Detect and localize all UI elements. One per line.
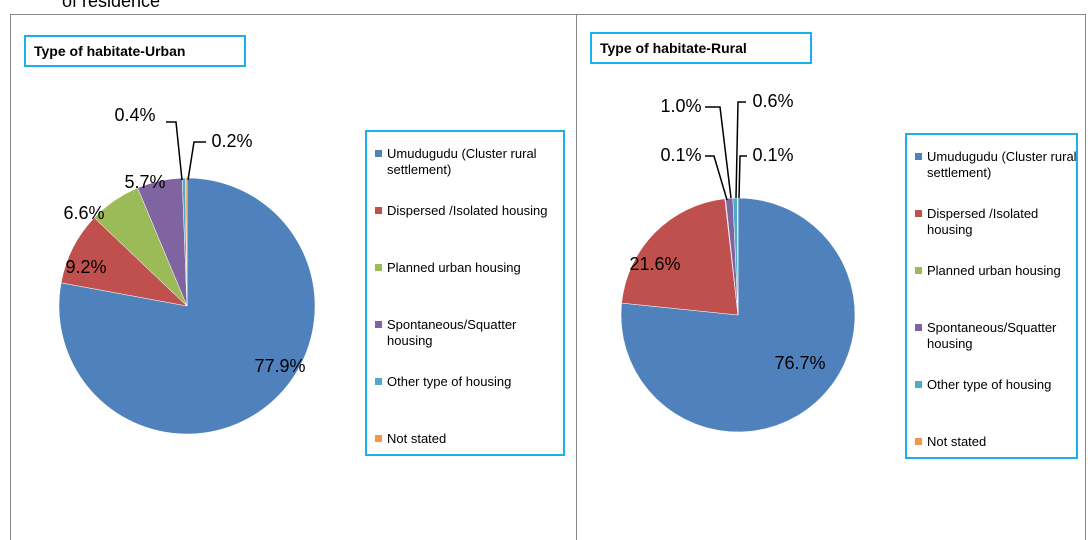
- data-label: 0.6%: [752, 91, 793, 111]
- leader-line: [705, 155, 728, 201]
- legend-swatch: [375, 264, 382, 271]
- legend-label: Dispersed /Isolated housing: [387, 203, 548, 218]
- pie-slice: [620, 197, 856, 433]
- leader-line: [166, 121, 183, 181]
- legend-label: Other type of housing: [927, 377, 1052, 392]
- data-label: 9.2%: [65, 257, 106, 277]
- data-label: 0.2%: [211, 131, 252, 151]
- legend-label: Umudugudu (Cluster rural settlement): [927, 149, 1077, 180]
- legend-item: Umudugudu (Cluster rural settlement): [375, 146, 565, 178]
- data-label: 5.7%: [124, 172, 165, 192]
- chart-title: Type of habitate-Urban: [24, 35, 246, 67]
- legend-label: Planned urban housing: [387, 260, 521, 275]
- data-label: 1.0%: [660, 96, 701, 116]
- legend-swatch: [915, 210, 922, 217]
- legend-item: Not stated: [915, 434, 1077, 450]
- legend-item: Not stated: [375, 431, 565, 447]
- legend-item: Other type of housing: [915, 377, 1077, 393]
- data-label: 0.4%: [114, 105, 155, 125]
- pie-slice: [621, 198, 739, 316]
- legend-item: Other type of housing: [375, 374, 565, 390]
- legend-item: Dispersed /Isolated housing: [375, 203, 565, 219]
- legend-label: Dispersed /Isolated housing: [927, 206, 1039, 237]
- legend: Umudugudu (Cluster rural settlement) Disp…: [905, 133, 1078, 459]
- legend-swatch: [375, 150, 382, 157]
- data-label: 77.9%: [254, 356, 305, 376]
- legend-swatch: [915, 324, 922, 331]
- legend-swatch: [915, 381, 922, 388]
- legend-item: Planned urban housing: [915, 263, 1077, 279]
- legend-label: Umudugudu (Cluster rural settlement): [387, 146, 537, 177]
- data-label: 21.6%: [629, 254, 680, 274]
- caption: of residence: [62, 0, 161, 11]
- data-label: 0.1%: [752, 145, 793, 165]
- data-label: 6.6%: [63, 203, 104, 223]
- legend-item: Spontaneous/Squatter housing: [375, 317, 565, 349]
- legend-item: Umudugudu (Cluster rural settlement): [915, 149, 1077, 181]
- legend-swatch: [375, 435, 382, 442]
- data-label: 76.7%: [774, 353, 825, 373]
- leader-line: [187, 141, 206, 181]
- legend-swatch: [915, 153, 922, 160]
- legend: Umudugudu (Cluster rural settlement) Disp…: [365, 130, 565, 456]
- chart-title: Type of habitate-Rural: [590, 32, 812, 64]
- legend-swatch: [375, 207, 382, 214]
- panel: [576, 14, 1086, 540]
- leader-line: [705, 106, 732, 199]
- legend-label: Other type of housing: [387, 374, 512, 389]
- legend-label: Spontaneous/Squatter housing: [387, 317, 517, 348]
- leader-line: [735, 101, 746, 199]
- legend-item: Spontaneous/Squatter housing: [915, 320, 1077, 352]
- legend-item: Dispersed /Isolated housing: [915, 206, 1077, 238]
- legend-label: Planned urban housing: [927, 263, 1061, 278]
- data-label: 0.1%: [660, 145, 701, 165]
- legend-item: Planned urban housing: [375, 260, 565, 276]
- leader-line: [738, 155, 747, 199]
- legend-label: Not stated: [387, 431, 447, 446]
- legend-swatch: [375, 378, 382, 385]
- legend-swatch: [915, 267, 922, 274]
- legend-label: Spontaneous/Squatter housing: [927, 320, 1057, 351]
- legend-label: Not stated: [927, 434, 987, 449]
- pie-slice: [185, 177, 188, 307]
- legend-swatch: [915, 438, 922, 445]
- legend-swatch: [375, 321, 382, 328]
- pie-slice: [737, 197, 739, 316]
